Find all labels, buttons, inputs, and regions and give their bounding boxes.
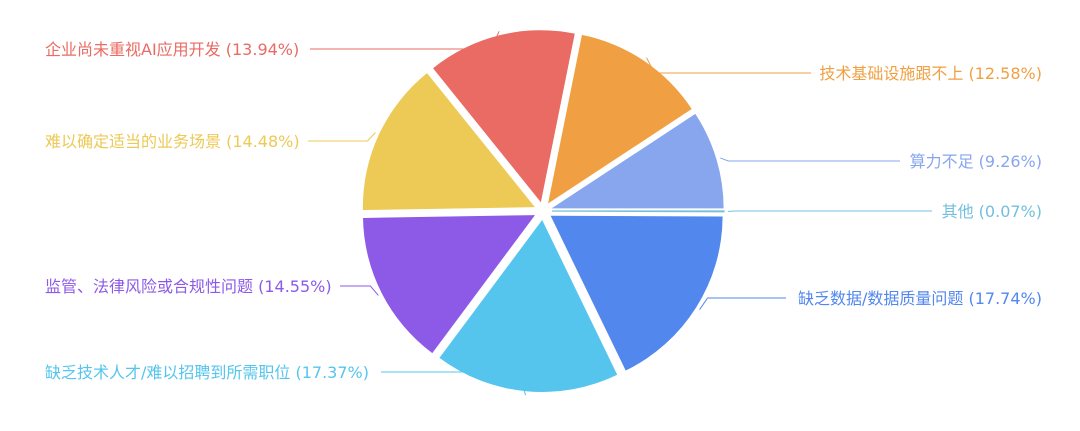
pie-slice-label: 缺乏技术人才/难以招聘到所需职位 (17.37%) bbox=[45, 363, 369, 382]
pie-slice[interactable] bbox=[551, 113, 724, 209]
pie-leader-line bbox=[720, 157, 900, 162]
pie-slice-label: 企业尚未重视AI应用开发 (13.94%) bbox=[45, 40, 299, 59]
pie-leader-line bbox=[308, 132, 376, 142]
pie-slice[interactable] bbox=[551, 210, 725, 213]
pie-labels: 其他 (0.07%) 缺乏数据/数据质量问题 (17.74%) 缺乏技术人才/难以招… bbox=[45, 31, 1042, 396]
pie-leader-line bbox=[310, 31, 500, 50]
pie-leader-line bbox=[699, 297, 786, 310]
pie-slice-label: 其他 (0.07%) bbox=[942, 202, 1042, 221]
pie-leader-line bbox=[646, 57, 811, 74]
pie-slice[interactable] bbox=[548, 34, 692, 204]
pie-slice-label: 缺乏数据/数据质量问题 (17.74%) bbox=[798, 289, 1042, 308]
pie-slice-label: 难以确定适当的业务场景 (14.48%) bbox=[45, 132, 300, 151]
pie-slices bbox=[362, 30, 725, 392]
pie-leader-line bbox=[381, 371, 527, 396]
pie-slice-label: 算力不足 (9.26%) bbox=[910, 152, 1042, 171]
pie-slice[interactable] bbox=[433, 30, 575, 203]
pie-slice[interactable] bbox=[363, 215, 535, 354]
pie-slice[interactable] bbox=[439, 219, 618, 392]
pie-slice-label: 技术基础设施跟不上 (12.58%) bbox=[819, 64, 1042, 83]
pie-leader-line bbox=[340, 285, 379, 296]
pie-slice[interactable] bbox=[362, 73, 535, 211]
pie-slice[interactable] bbox=[550, 215, 723, 371]
pie-slice-label: 监管、法律风险或合规性问题 (14.55%) bbox=[45, 277, 332, 296]
